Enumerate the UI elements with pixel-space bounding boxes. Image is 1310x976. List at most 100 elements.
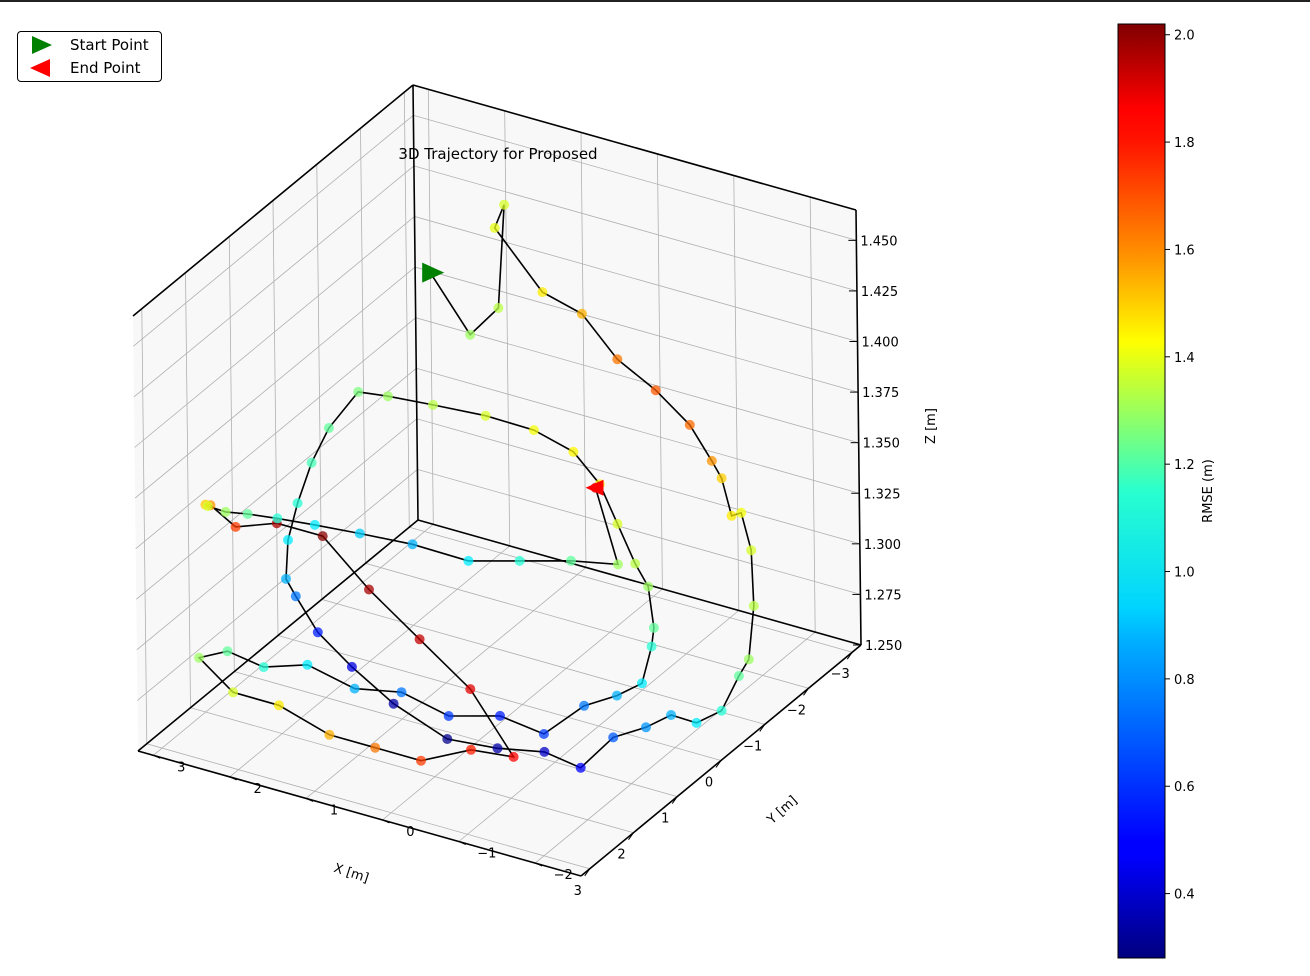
top-left-edge bbox=[132, 84, 414, 317]
start-marker-icon bbox=[32, 36, 52, 54]
x-tick bbox=[803, 688, 809, 696]
colorbar-tick-label: 1.8 bbox=[1174, 136, 1195, 151]
y-tick bbox=[534, 862, 543, 867]
trajectory-point bbox=[414, 634, 425, 645]
trajectory-point bbox=[306, 457, 317, 468]
trajectory-point bbox=[290, 591, 301, 602]
trajectory-point bbox=[746, 545, 757, 556]
legend: Start Point End Point bbox=[17, 31, 162, 82]
y-tick-label: −1 bbox=[477, 847, 496, 862]
trajectory-point bbox=[388, 698, 399, 709]
z-tick-label: 1.375 bbox=[862, 386, 899, 401]
y-tick bbox=[458, 841, 466, 845]
trajectory-point bbox=[272, 513, 283, 524]
trajectory-point bbox=[643, 581, 654, 592]
trajectory-point bbox=[733, 671, 744, 681]
trajectory-point bbox=[612, 518, 623, 529]
trajectory-point bbox=[463, 555, 474, 566]
z-tick-label: 1.350 bbox=[863, 437, 900, 452]
trajectory-point bbox=[364, 584, 374, 595]
trajectory-point bbox=[480, 410, 491, 421]
back-right-floor-edge bbox=[417, 519, 862, 646]
trajectory-point bbox=[716, 705, 727, 716]
y-tick-label: 2 bbox=[254, 782, 262, 797]
trajectory-point bbox=[508, 751, 519, 762]
trajectory-point bbox=[465, 329, 476, 340]
legend-start-label: Start Point bbox=[70, 36, 149, 54]
trajectory-point bbox=[353, 386, 364, 397]
legend-end-label: End Point bbox=[70, 59, 141, 77]
z-tick-label: 1.325 bbox=[863, 487, 900, 502]
trajectory-point bbox=[428, 399, 438, 410]
trajectory-point bbox=[539, 746, 550, 757]
trajectory-point bbox=[576, 308, 587, 319]
trajectory-point bbox=[317, 531, 328, 542]
top-right-edge bbox=[412, 84, 857, 211]
colorbar-label: RMSE (m) bbox=[1201, 459, 1216, 523]
colorbar bbox=[1117, 23, 1166, 959]
trajectory-point bbox=[281, 573, 291, 584]
back-left-floor-edge bbox=[137, 519, 419, 752]
trajectory-point bbox=[312, 627, 323, 638]
trajectory-point bbox=[748, 600, 759, 611]
axis-ticks: −3−2−10123−2−101231.2501.2751.3001.3251.… bbox=[153, 234, 902, 899]
trajectory-point bbox=[302, 659, 313, 670]
trajectory-point bbox=[443, 711, 454, 721]
trajectory-point bbox=[323, 423, 334, 433]
colorbar-ticks: 0.4 0.6 0.8 1.0 1.2 1.4 1.6 1.8 2.0 bbox=[1165, 29, 1195, 903]
trajectory-point bbox=[637, 678, 647, 689]
y-tick bbox=[153, 754, 161, 759]
colorbar-tick-label: 0.6 bbox=[1174, 780, 1195, 795]
trajectory-point bbox=[650, 385, 661, 396]
colorbar-tick-label: 1.6 bbox=[1174, 243, 1195, 258]
trajectory-point bbox=[608, 732, 619, 743]
trajectory-point bbox=[489, 222, 500, 233]
x-tick-label: 2 bbox=[617, 848, 625, 863]
start-end-markers bbox=[422, 262, 604, 496]
trajectory-point bbox=[382, 391, 393, 402]
trajectory-point bbox=[202, 501, 213, 512]
trajectory-point bbox=[666, 710, 677, 720]
trajectory-point bbox=[538, 729, 549, 739]
trajectory-point bbox=[648, 622, 659, 633]
colorbar-tick-label: 1.4 bbox=[1174, 351, 1195, 366]
y-tick bbox=[382, 819, 390, 824]
trajectory-point bbox=[716, 473, 727, 484]
trajectory-point bbox=[309, 519, 320, 530]
trajectory-point bbox=[566, 555, 576, 566]
trajectory-point bbox=[743, 654, 754, 665]
z-tick-label: 1.275 bbox=[864, 588, 901, 603]
z-axis-line bbox=[855, 209, 862, 646]
trajectory-point bbox=[354, 528, 365, 539]
x-tick bbox=[846, 651, 853, 660]
trajectory-point bbox=[442, 734, 453, 744]
back-vertical-edge bbox=[412, 84, 419, 521]
trajectory-point bbox=[273, 700, 284, 711]
trajectory-point bbox=[194, 652, 205, 663]
trajectory-point bbox=[612, 354, 623, 365]
trajectory-point bbox=[495, 710, 505, 721]
trajectory-point bbox=[396, 687, 407, 698]
x-tick bbox=[759, 724, 766, 732]
y-tick-label: −2 bbox=[554, 868, 573, 883]
trajectory-point bbox=[258, 662, 269, 673]
trajectory-point bbox=[416, 755, 426, 766]
trajectory-point bbox=[346, 661, 357, 672]
trajectory-point bbox=[220, 506, 231, 517]
x-tick bbox=[671, 796, 678, 804]
trajectory-point bbox=[465, 684, 476, 695]
trajectory-points bbox=[194, 199, 759, 773]
trajectory-point bbox=[568, 446, 579, 457]
trajectory-point bbox=[706, 455, 717, 466]
end-marker-icon bbox=[30, 59, 50, 77]
trajectory-point bbox=[575, 762, 586, 773]
trajectory-point bbox=[726, 510, 737, 521]
trajectory-point bbox=[230, 521, 241, 532]
z-tick-label: 1.300 bbox=[864, 538, 901, 553]
trajectory-point bbox=[283, 535, 293, 545]
colorbar-tick-label: 0.4 bbox=[1174, 888, 1195, 903]
y-axis-line bbox=[137, 750, 582, 877]
top-border bbox=[0, 0, 1310, 2]
trajectory-point bbox=[493, 303, 504, 313]
